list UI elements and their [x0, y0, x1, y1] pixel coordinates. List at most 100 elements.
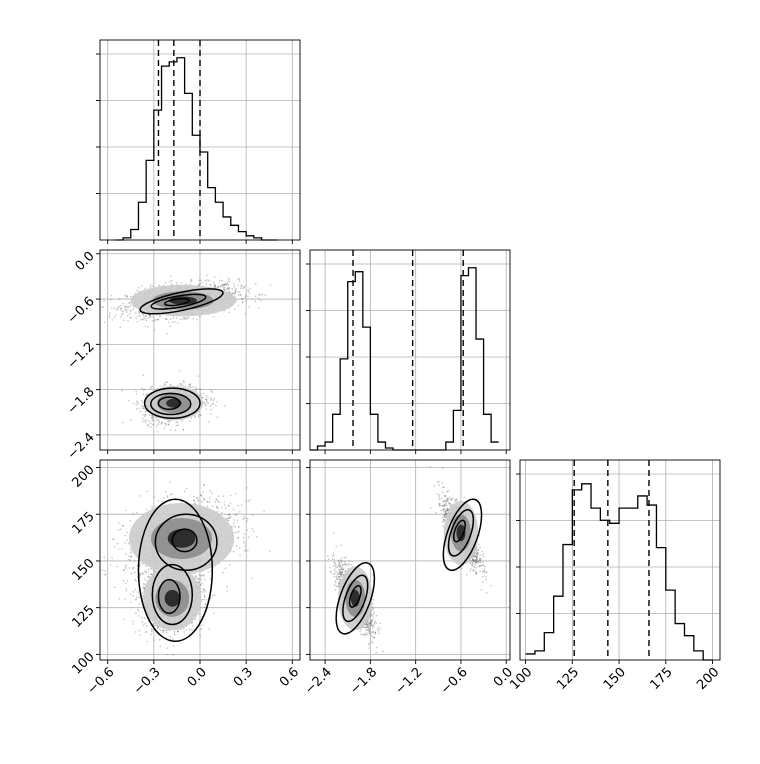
scatter-point [204, 402, 206, 404]
scatter-point [161, 423, 163, 425]
scatter-point [235, 290, 237, 292]
scatter-point [170, 429, 172, 431]
scatter-point [185, 386, 187, 388]
scatter-point [111, 557, 113, 559]
scatter-point [234, 286, 236, 288]
scatter-point [217, 417, 219, 419]
scatter-point [183, 631, 185, 633]
scatter-point [118, 522, 120, 524]
scatter-point [193, 500, 195, 502]
scatter-point [137, 316, 139, 318]
scatter-point [142, 586, 144, 588]
scatter-point [170, 326, 172, 328]
scatter-point [246, 521, 248, 523]
scatter-point [245, 295, 247, 297]
scatter-point [111, 295, 113, 297]
scatter-point [129, 567, 131, 569]
histogram-panel-p0 [96, 40, 300, 244]
scatter-point [213, 286, 215, 288]
scatter-point [122, 303, 124, 305]
scatter-point [174, 321, 176, 323]
scatter-point [214, 398, 216, 400]
scatter-point [170, 276, 172, 278]
scatter-point [144, 578, 146, 580]
scatter-point [210, 405, 212, 407]
scatter-point [104, 574, 106, 576]
scatter-point [229, 279, 231, 281]
scatter-point [153, 497, 155, 499]
scatter-point [125, 567, 127, 569]
scatter-point [233, 294, 235, 296]
scatter-point [228, 281, 230, 283]
scatter-point [152, 569, 154, 571]
scatter-point [197, 414, 199, 416]
scatter-point [158, 420, 160, 422]
scatter-point [239, 280, 241, 282]
scatter-point [136, 393, 138, 395]
scatter-point [135, 589, 137, 591]
scatter-point [149, 421, 151, 423]
scatter-point [219, 280, 221, 282]
scatter-point [221, 507, 223, 509]
scatter-point [159, 316, 161, 318]
scatter-point [200, 578, 202, 580]
scatter-point [135, 631, 137, 633]
scatter-point [142, 421, 144, 423]
scatter-point [102, 570, 104, 572]
scatter-point [126, 532, 128, 534]
scatter-point [123, 311, 125, 313]
scatter-point [186, 318, 188, 320]
scatter-point [222, 285, 224, 287]
scatter-point [188, 386, 190, 388]
scatter-point [123, 319, 125, 321]
scatter-point [157, 431, 159, 433]
scatter-point [167, 497, 169, 499]
scatter-point [225, 567, 227, 569]
scatter-point [142, 418, 144, 420]
scatter-point [148, 568, 150, 570]
scatter-point [143, 374, 145, 376]
scatter-point [255, 301, 257, 303]
scatter-point [236, 545, 238, 547]
scatter-point [146, 625, 148, 627]
scatter-point [234, 309, 236, 311]
scatter-point [110, 299, 112, 301]
scatter-point [239, 291, 241, 293]
scatter-point [202, 624, 204, 626]
scatter-point [145, 422, 147, 424]
scatter-point [237, 505, 239, 507]
scatter-point [156, 319, 158, 321]
scatter-point [246, 530, 248, 532]
scatter-point [255, 283, 257, 285]
scatter-point [173, 317, 175, 319]
scatter-point [249, 499, 251, 501]
scatter-point [244, 546, 246, 548]
scatter-point [170, 318, 172, 320]
scatter-point [136, 408, 138, 410]
scatter-point [238, 527, 240, 529]
scatter-point [152, 286, 154, 288]
scatter-point [133, 403, 135, 405]
scatter-point [122, 422, 124, 424]
scatter-point [199, 283, 201, 285]
scatter-point [142, 319, 144, 321]
scatter-point [229, 312, 231, 314]
scatter-point [210, 284, 212, 286]
scatter-point [130, 549, 132, 551]
scatter-point [213, 316, 215, 318]
scatter-point [117, 307, 119, 309]
scatter-point [119, 298, 121, 300]
scatter-point [237, 513, 239, 515]
scatter-point [154, 319, 156, 321]
scatter-point [227, 288, 229, 290]
scatter-point [120, 308, 122, 310]
scatter-point [194, 415, 196, 417]
scatter-point [125, 588, 127, 590]
scatter-point [115, 314, 117, 316]
scatter-point [130, 317, 132, 319]
scatter-point [169, 481, 171, 483]
scatter-point [132, 595, 134, 597]
scatter-point [130, 305, 132, 307]
scatter-point [238, 537, 240, 539]
scatter-point [151, 387, 153, 389]
